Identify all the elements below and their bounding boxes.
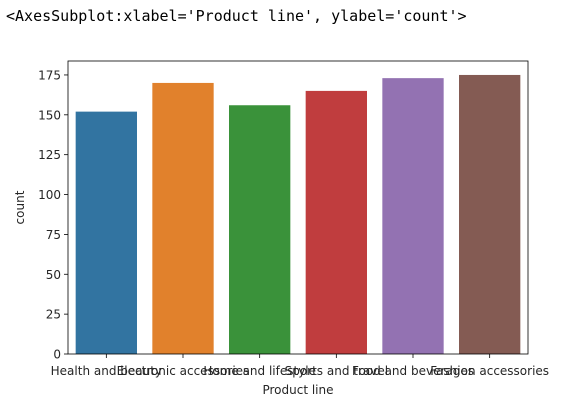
axes-frame <box>67 60 529 355</box>
bar-0 <box>75 111 137 354</box>
x-axis-label: Product line <box>262 383 333 397</box>
y-tick-label-2: 50 <box>46 268 61 282</box>
x-tick-label-4: Food and beverages <box>352 364 474 378</box>
bars-layer <box>75 74 521 355</box>
y-axis-label: count <box>13 190 27 224</box>
bar-1 <box>152 82 214 354</box>
y-tick-label-0: 0 <box>53 348 61 362</box>
bar-3 <box>305 90 367 355</box>
x-tick-label-5: Fashion accessories <box>430 364 549 378</box>
y-tick-label-4: 100 <box>38 188 61 202</box>
y-tick-label-5: 125 <box>38 148 61 162</box>
x-tick-label-1: Electronic accessories <box>117 364 250 378</box>
bar-4 <box>382 78 444 355</box>
x-tick-label-0: Health and beauty <box>51 364 162 378</box>
x-tick-label-2: Home and lifestyle <box>203 364 316 378</box>
y-axis-ticks: 0 25 50 75 100 125 150 175 <box>38 68 68 362</box>
output-repr-text: <AxesSubplot:xlabel='Product line', ylab… <box>6 7 467 25</box>
bar-5 <box>459 74 521 354</box>
y-tick-label-3: 75 <box>46 228 61 242</box>
y-tick-label-1: 25 <box>46 308 61 322</box>
x-tick-label-3: Sports and travel <box>285 364 388 378</box>
bar-2 <box>229 105 291 354</box>
y-tick-label-6: 150 <box>38 108 61 122</box>
y-tick-label-7: 175 <box>38 68 61 82</box>
